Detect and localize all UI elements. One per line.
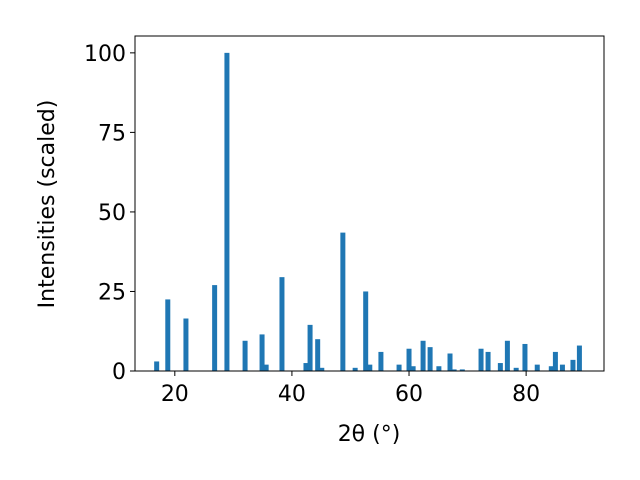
bar xyxy=(451,369,457,371)
bar xyxy=(534,364,540,371)
bar xyxy=(485,351,491,371)
bar xyxy=(303,363,309,371)
bar xyxy=(576,345,582,371)
x-axis-label: 2θ (°) xyxy=(338,422,401,447)
bar xyxy=(522,343,528,371)
bar xyxy=(259,334,265,371)
y-tick-label: 100 xyxy=(84,42,126,67)
bar xyxy=(396,364,402,371)
x-tick-label: 40 xyxy=(278,382,306,407)
bar xyxy=(447,353,453,371)
bar xyxy=(212,285,218,371)
bar xyxy=(420,340,426,371)
y-tick-label: 75 xyxy=(98,121,126,146)
bar xyxy=(183,318,189,371)
bar xyxy=(279,277,285,371)
bar xyxy=(315,339,321,371)
bar xyxy=(497,363,503,371)
bar xyxy=(436,366,442,371)
bar xyxy=(165,299,171,371)
bar xyxy=(559,364,565,371)
bar xyxy=(340,232,346,371)
y-tick-label: 0 xyxy=(112,360,126,385)
bar xyxy=(513,367,519,371)
bar xyxy=(552,351,558,371)
bar xyxy=(406,348,412,371)
bar xyxy=(224,52,230,371)
bar xyxy=(154,361,160,371)
bar xyxy=(478,348,484,371)
bar xyxy=(410,366,416,371)
x-tick-label: 60 xyxy=(395,382,423,407)
bar xyxy=(459,369,465,371)
bar xyxy=(504,340,510,371)
y-tick-label: 25 xyxy=(98,280,126,305)
bar xyxy=(319,367,325,371)
y-tick-label: 50 xyxy=(98,201,126,226)
bar xyxy=(378,351,384,371)
bar xyxy=(570,359,576,371)
x-tick-label: 80 xyxy=(512,382,540,407)
plot-frame xyxy=(134,35,605,372)
bar xyxy=(307,324,313,371)
bar xyxy=(352,367,358,371)
y-axis-label: Intensities (scaled) xyxy=(35,100,60,309)
bar xyxy=(548,366,554,371)
bar xyxy=(363,291,369,371)
bar xyxy=(367,364,373,371)
x-tick-label: 20 xyxy=(161,382,189,407)
bar xyxy=(242,340,248,371)
bar xyxy=(427,347,433,371)
bar xyxy=(263,364,269,371)
